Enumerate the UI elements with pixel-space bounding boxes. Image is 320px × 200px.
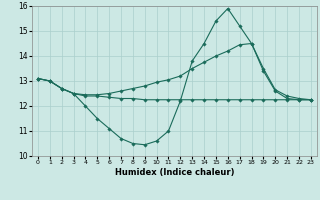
X-axis label: Humidex (Indice chaleur): Humidex (Indice chaleur) [115,168,234,177]
